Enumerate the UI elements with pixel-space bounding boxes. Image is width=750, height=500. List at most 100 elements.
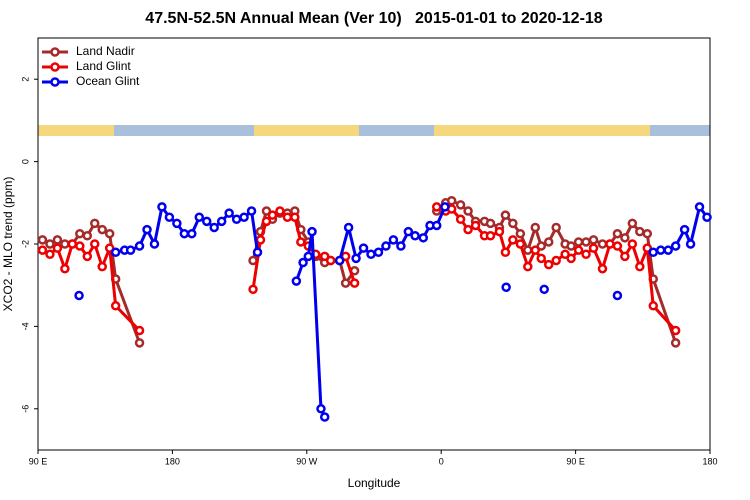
data-point [216, 216, 227, 227]
data-point [52, 235, 63, 245]
data-point [45, 249, 55, 260]
legend-label: Land Nadir [76, 44, 135, 58]
data-point [224, 208, 234, 218]
data-point [97, 261, 107, 272]
data-point [539, 284, 549, 295]
data-point [446, 195, 457, 206]
x-tick-label: 90 W [296, 456, 318, 466]
land-ocean-strip [38, 125, 710, 136]
data-point [282, 212, 293, 222]
chart-title: 47.5N-52.5N Annual Mean (Ver 10) 2015-01… [145, 10, 603, 27]
y-tick-label: -6 [20, 405, 30, 413]
data-point [463, 224, 473, 235]
data-point [261, 216, 272, 227]
data-point [307, 226, 317, 237]
data-point [588, 235, 599, 245]
data-point [82, 231, 93, 241]
data-point [75, 228, 85, 239]
data-point [187, 228, 197, 239]
data-point [551, 255, 561, 266]
data-point [508, 235, 518, 245]
data-point [303, 251, 314, 262]
data-point [418, 233, 429, 243]
data-point [134, 241, 145, 251]
data-point [194, 212, 205, 222]
data-point [685, 239, 696, 249]
data-point [179, 228, 190, 239]
data-point [349, 278, 360, 288]
y-tick-label: 0 [20, 159, 30, 164]
data-point [104, 243, 115, 253]
data-point [255, 235, 266, 245]
y-tick-label: -2 [20, 240, 30, 248]
data-point [431, 202, 442, 212]
y-axis-label: XCO2 - MLO trend (ppm) [1, 177, 15, 312]
x-tick-label: 90 E [566, 456, 585, 466]
data-point [573, 245, 584, 255]
data-point [523, 261, 533, 272]
data-point [334, 255, 345, 266]
data-point [319, 412, 330, 422]
data-point [573, 237, 584, 247]
data-point [410, 231, 420, 241]
legend-marker [50, 77, 60, 87]
data-point [620, 251, 630, 262]
data-point [75, 241, 85, 251]
ocean-band [38, 125, 710, 136]
data-point [581, 249, 591, 260]
data-point [104, 228, 115, 239]
data-point [455, 214, 466, 225]
data-point [45, 239, 55, 249]
data-point [82, 251, 93, 262]
data-point [431, 220, 442, 231]
data-point [381, 241, 391, 251]
data-point [403, 226, 414, 237]
data-point [588, 243, 599, 253]
data-point [494, 226, 505, 237]
data-point [373, 247, 384, 257]
data-point [231, 214, 242, 225]
data-point [358, 243, 369, 253]
data-point [500, 210, 511, 220]
data-point [343, 222, 354, 233]
legend-label: Ocean Glint [76, 74, 140, 88]
data-point [252, 247, 263, 257]
data-point [340, 278, 351, 288]
data-point [388, 235, 399, 245]
data-point [605, 239, 615, 249]
legend-marker [50, 62, 60, 72]
x-tick-label: 0 [439, 456, 444, 466]
data-point [560, 249, 570, 260]
data-point [670, 325, 681, 336]
x-tick-label: 180 [702, 456, 717, 466]
data-point [97, 224, 107, 235]
data-point [239, 212, 249, 222]
data-point [248, 255, 258, 266]
data-point [290, 212, 300, 222]
land-band [254, 125, 359, 136]
data-point [110, 301, 121, 311]
data-point [523, 245, 533, 255]
data-point [172, 218, 182, 229]
data-point [455, 200, 466, 210]
data-point [52, 243, 63, 253]
data-point [648, 301, 659, 311]
data-point [508, 218, 518, 229]
data-point [485, 218, 496, 229]
data-point [642, 228, 653, 239]
data-point [275, 206, 285, 216]
data-point [530, 222, 541, 233]
data-point [248, 284, 258, 295]
data-point [627, 239, 638, 249]
data-point [110, 247, 121, 257]
data-point [396, 241, 406, 251]
data-point [620, 233, 630, 243]
data-point [648, 247, 659, 257]
data-point [500, 247, 511, 257]
data-point [164, 212, 175, 222]
data-point [566, 241, 576, 251]
data-point [37, 245, 48, 255]
data-point [543, 237, 554, 247]
data-point [536, 241, 547, 251]
data-point [530, 245, 541, 255]
